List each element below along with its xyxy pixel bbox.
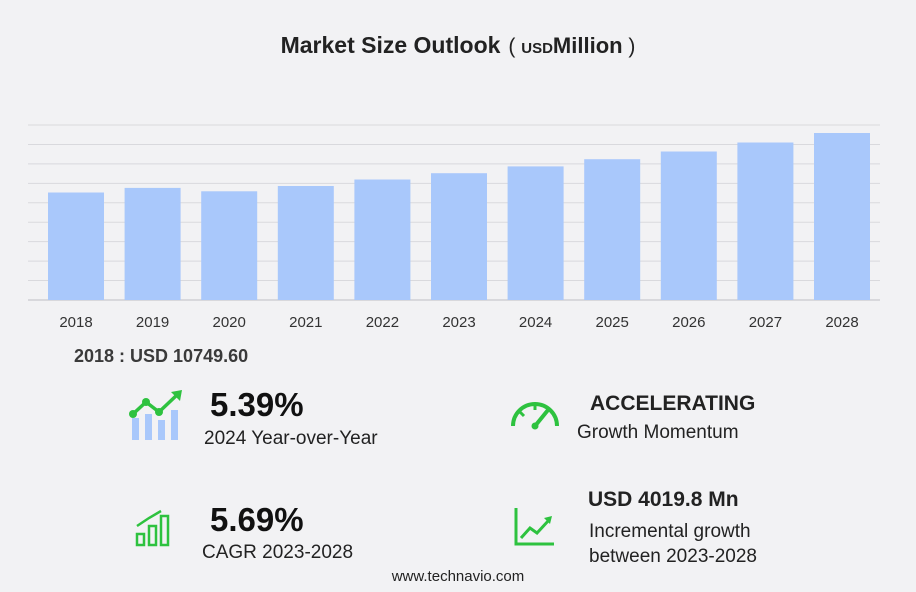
chart-title: Market Size Outlook ( USDMillion ): [0, 32, 916, 59]
x-tick-label-2019: 2019: [136, 314, 169, 331]
bar-2022: [354, 179, 411, 300]
title-main: Market Size Outlook: [280, 32, 501, 58]
cagr-value: 5.69%: [210, 501, 304, 538]
yoy-growth-value: 5.39%: [210, 386, 304, 423]
base-year-value: 2018 : USD 10749.60: [74, 346, 249, 366]
yoy-growth-label: 2024 Year-over-Year: [204, 428, 378, 449]
cagr-label: CAGR 2023-2028: [202, 542, 354, 563]
incremental-label-line1: Incremental growth: [589, 521, 751, 542]
x-tick-label-2022: 2022: [366, 314, 399, 331]
bar-2023: [431, 173, 487, 300]
x-tick-label-2028: 2028: [825, 314, 858, 331]
bar-2024: [507, 166, 564, 300]
growth-chart-icon: [129, 390, 182, 440]
bar-2018: [48, 192, 104, 300]
market-size-bar-chart: 2018 2019 2020 2021 2022 2023 2024 2025 2026 2027…: [28, 124, 880, 331]
x-tick-label-2024: 2024: [519, 314, 552, 331]
bar-2020: [201, 191, 258, 300]
bar-2025: [584, 159, 641, 300]
x-tick-label-2020: 2020: [213, 314, 246, 331]
title-unit: ( USDMillion ): [508, 33, 636, 58]
bar-2019: [124, 187, 181, 300]
bar-2027: [737, 142, 794, 300]
momentum-label: Growth Momentum: [577, 422, 739, 443]
x-tick-label-2018: 2018: [59, 314, 92, 331]
bar-chart-icon: [135, 509, 170, 547]
bar-2028: [814, 133, 870, 300]
bar-2026: [660, 151, 717, 300]
x-tick-label-2025: 2025: [596, 314, 629, 331]
speedometer-icon: [511, 402, 559, 430]
incremental-label-line2: between 2023-2028: [589, 546, 757, 567]
x-tick-label-2021: 2021: [289, 314, 322, 331]
trend-up-icon: [514, 508, 554, 546]
x-tick-label-2023: 2023: [442, 314, 475, 331]
x-tick-label-2026: 2026: [672, 314, 705, 331]
source-footer: www.technavio.com: [391, 568, 525, 585]
momentum-heading: ACCELERATING: [590, 392, 756, 415]
x-tick-label-2027: 2027: [749, 314, 782, 331]
bar-2021: [277, 186, 334, 300]
incremental-heading: USD 4019.8 Mn: [588, 488, 739, 511]
